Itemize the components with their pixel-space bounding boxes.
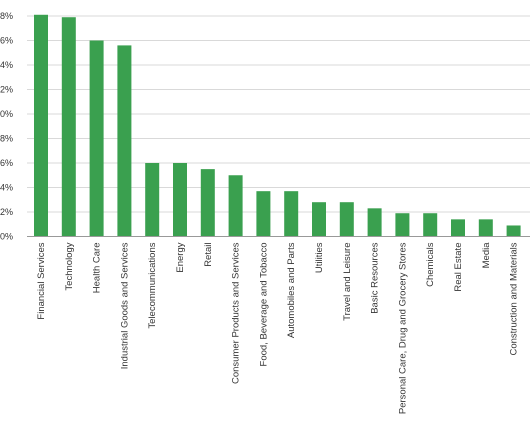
bar [228, 175, 243, 237]
x-category-label: Consumer Products and Services [231, 242, 242, 384]
grid-lines [27, 15, 530, 213]
bar [478, 219, 493, 237]
x-axis-category-labels: Financial Services Technology Health Care I… [36, 242, 520, 414]
y-tick-label: 14% [0, 60, 13, 70]
y-tick-label: 12% [0, 85, 13, 95]
bar [200, 169, 215, 237]
bar [506, 225, 521, 237]
x-category-label: Technology [64, 242, 75, 290]
y-tick-label: 8% [0, 134, 13, 144]
x-category-label: Construction and Materials [509, 242, 520, 355]
x-category-label: Media [481, 242, 492, 269]
bar [61, 17, 76, 237]
x-category-label: Utilities [314, 242, 325, 273]
y-axis-tick-labels: 0% 2% 4% 6% 8% 10% 12% 14% 16% 18% [0, 11, 13, 242]
y-tick-label: 16% [0, 36, 13, 46]
bar [117, 45, 132, 237]
x-category-label: Chemicals [425, 242, 436, 287]
bar [173, 163, 187, 237]
x-category-label: Real Estate [453, 243, 464, 292]
y-tick-label: 4% [0, 183, 13, 193]
x-category-label: Health Care [92, 243, 103, 294]
bars [34, 14, 521, 237]
bar [423, 213, 438, 237]
bar [89, 40, 104, 237]
bar [451, 219, 465, 237]
x-category-label: Retail [203, 243, 214, 267]
x-category-label: Industrial Goods and Services [119, 242, 130, 369]
x-category-label: Personal Care, Drug and Grocery Stores [397, 242, 408, 414]
bar [284, 191, 299, 237]
bar [34, 14, 48, 237]
y-tick-label: 18% [0, 11, 13, 21]
bar [339, 202, 354, 237]
x-category-label: Basic Resources [370, 242, 381, 314]
y-tick-label: 10% [0, 109, 13, 119]
x-category-label: Food, Beverage and Tobacco [258, 243, 269, 367]
y-tick-label: 6% [0, 158, 13, 168]
bar [367, 208, 382, 237]
bar [395, 213, 410, 237]
y-tick-label: 2% [0, 207, 13, 217]
bar [145, 163, 160, 237]
x-category-label: Energy [175, 242, 186, 272]
y-tick-label: 0% [0, 232, 13, 242]
x-category-label: Travel and Leisure [342, 243, 353, 321]
bar [256, 191, 271, 237]
x-category-label: Telecommunications [147, 242, 158, 328]
x-category-label: Financial Services [36, 242, 47, 319]
x-category-label: Automobiles and Parts [286, 242, 297, 338]
bar [312, 202, 326, 237]
